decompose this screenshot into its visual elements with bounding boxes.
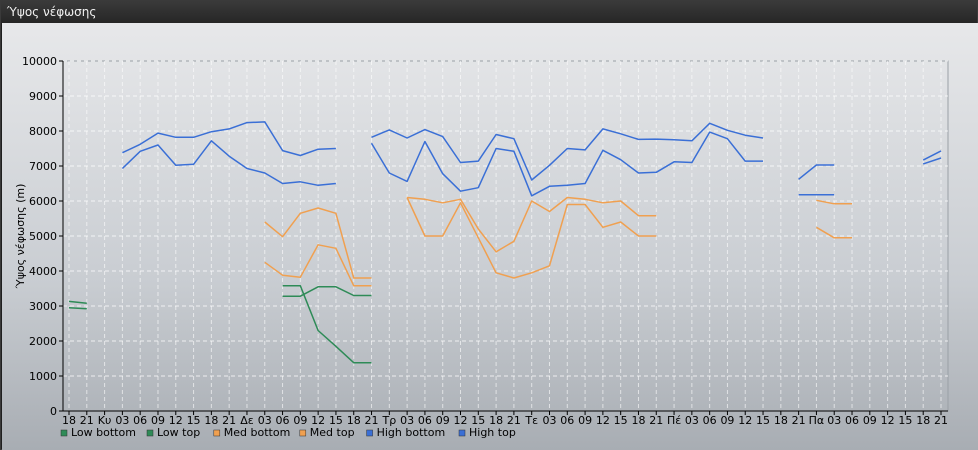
- x-tick-label: 15: [471, 414, 485, 427]
- legend-marker: [299, 429, 307, 437]
- x-tick-label: 12: [311, 414, 325, 427]
- x-tick-label: Κυ: [98, 414, 112, 427]
- x-tick-label: 18: [204, 414, 218, 427]
- x-tick-label: 03: [258, 414, 272, 427]
- x-tick-label: Πα: [809, 414, 825, 427]
- x-tick-label: 03: [685, 414, 699, 427]
- series-line-high-bottom: [121, 131, 942, 197]
- legend-label: Low top: [157, 426, 200, 439]
- x-tick-label: 03: [115, 414, 129, 427]
- x-tick-label: 15: [614, 414, 628, 427]
- chart-panel: 0 1000 2000 3000 4000 5000 6000 7000 8000 9000 100…: [2, 23, 978, 450]
- series-line-high-top: [122, 121, 942, 196]
- y-tick-label: 5000: [29, 230, 57, 243]
- x-tick-label: 21: [792, 414, 806, 427]
- x-tick-label: 06: [845, 414, 859, 427]
- x-tick-label: 06: [133, 414, 147, 427]
- x-tick-label: 18: [631, 414, 645, 427]
- y-axis-title: Ύψος νέφωσης (m): [14, 184, 27, 290]
- legend-marker: [458, 429, 466, 437]
- x-tick-label: 06: [276, 414, 290, 427]
- x-tick-label: 18: [347, 414, 361, 427]
- cloud-height-chart: 0 1000 2000 3000 4000 5000 6000 7000 8000 9000 100…: [14, 55, 949, 439]
- y-tick-label: 3000: [29, 300, 57, 313]
- x-tick-label: 18: [774, 414, 788, 427]
- x-tick-label: 03: [400, 414, 414, 427]
- x-tick-label: 21: [934, 414, 948, 427]
- x-tick-label: 09: [151, 414, 165, 427]
- legend-marker: [213, 429, 221, 437]
- x-tick-label: 15: [898, 414, 912, 427]
- x-tick-label: Τε: [524, 414, 538, 427]
- x-tick-label: 21: [649, 414, 663, 427]
- x-tick-label: 18: [916, 414, 930, 427]
- x-tick-label: 06: [418, 414, 432, 427]
- x-tick-label: 12: [596, 414, 610, 427]
- x-tick-label: 21: [80, 414, 94, 427]
- legend-marker: [146, 429, 154, 437]
- legend-label: Low bottom: [71, 426, 136, 439]
- y-tick-label: 4000: [29, 265, 57, 278]
- x-tick-label: 15: [187, 414, 201, 427]
- x-tick-label: 09: [863, 414, 877, 427]
- y-tick-label: 8000: [29, 125, 57, 138]
- x-tick-label: 12: [454, 414, 468, 427]
- legend-label: High top: [469, 426, 516, 439]
- x-tick-label: Πέ: [667, 414, 681, 427]
- x-tick-label: Δε: [240, 414, 254, 427]
- x-tick-label: 03: [542, 414, 556, 427]
- legend-label: Med top: [310, 426, 355, 439]
- x-tick-label: 06: [560, 414, 574, 427]
- x-tick-label: 09: [436, 414, 450, 427]
- x-tick-label: 18: [489, 414, 503, 427]
- legend-label: Med bottom: [224, 426, 291, 439]
- legend-marker: [60, 429, 68, 437]
- x-tick-label: 21: [365, 414, 379, 427]
- y-tick-label: 0: [50, 405, 57, 418]
- y-tick-label: 9000: [29, 90, 57, 103]
- x-tick-label: 21: [222, 414, 236, 427]
- y-tick-label: 6000: [29, 195, 57, 208]
- legend-label: High bottom: [377, 426, 446, 439]
- x-tick-label: 12: [169, 414, 183, 427]
- x-tick-label: 15: [329, 414, 343, 427]
- x-tick-label: 15: [756, 414, 770, 427]
- y-tick-label: 10000: [22, 55, 57, 68]
- x-tick-label: Τρ: [381, 414, 396, 427]
- legend-marker: [366, 429, 373, 437]
- x-tick-label: 21: [507, 414, 521, 427]
- window-title: Ύψος νέφωσης: [1, 1, 977, 23]
- series-line-low-top: [68, 284, 372, 364]
- x-tick-label: 06: [703, 414, 717, 427]
- series-line-low-bottom: [68, 286, 372, 310]
- x-tick-label: 18: [62, 414, 76, 427]
- x-tick-label: 09: [293, 414, 307, 427]
- x-tick-label: 12: [738, 414, 752, 427]
- series-line-med-top: [264, 196, 852, 279]
- y-tick-label: 2000: [29, 335, 57, 348]
- y-tick-label: 1000: [29, 370, 57, 383]
- x-tick-label: 03: [827, 414, 841, 427]
- series-line-med-bottom: [264, 197, 852, 287]
- x-tick-label: 12: [881, 414, 895, 427]
- x-tick-label: 09: [720, 414, 734, 427]
- x-tick-label: 09: [578, 414, 592, 427]
- y-tick-label: 7000: [29, 160, 57, 173]
